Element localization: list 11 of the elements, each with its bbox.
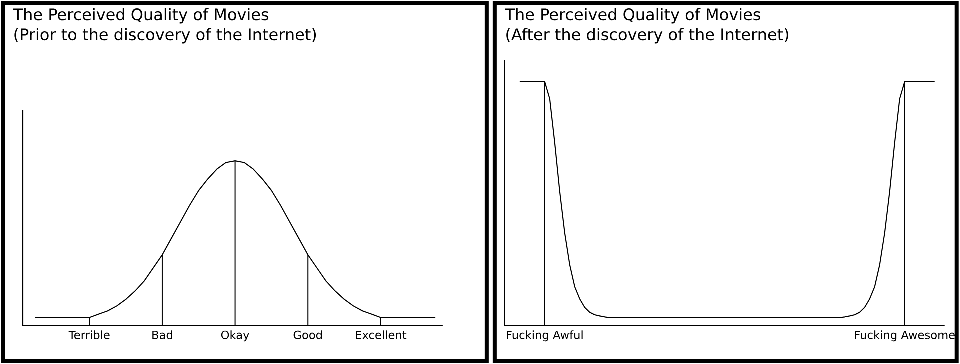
x-tick-label: Excellent [356, 330, 407, 340]
chart-subtitle: (Prior to the discovery of the Internet) [14, 28, 316, 44]
x-tick-label: Okay [221, 330, 250, 342]
x-tick-label: Bad [152, 330, 172, 340]
x-tick-label: Terrible [68, 330, 110, 340]
x-tick-label: Fucking Awful [507, 330, 583, 342]
x-tick-label: Fucking Awesome [855, 330, 955, 342]
x-tick-label: Good [294, 330, 322, 340]
chart-title: The Perceived Quality of Movies [505, 8, 760, 24]
chart-subtitle: (After the discovery of the Internet) [506, 28, 788, 44]
chart-title: The Perceived Quality of Movies [13, 8, 269, 24]
